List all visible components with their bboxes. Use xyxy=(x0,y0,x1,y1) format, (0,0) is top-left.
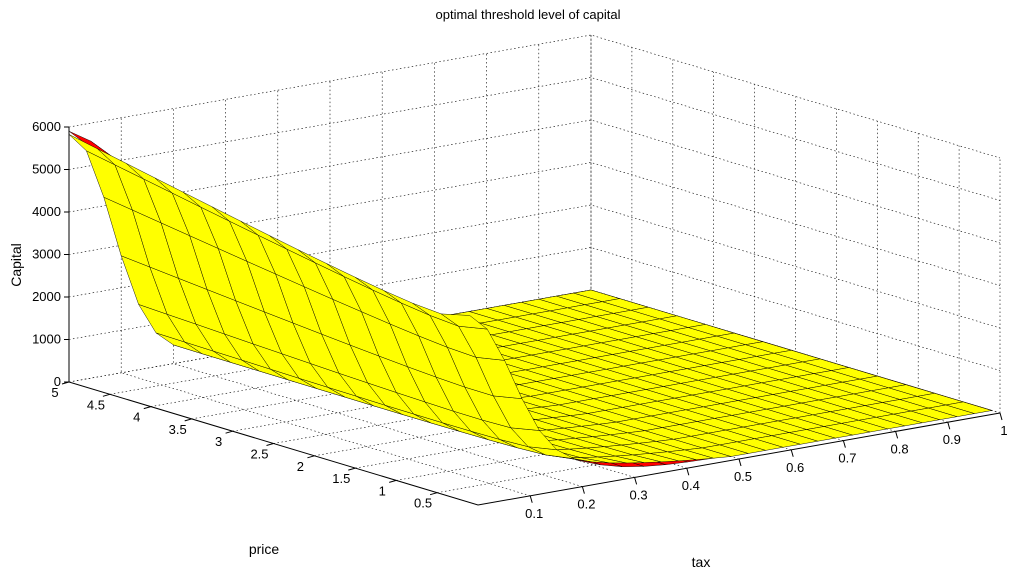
x-tick xyxy=(529,495,533,503)
x-tick xyxy=(686,468,690,476)
x-tick-label: 0.8 xyxy=(891,441,909,456)
x-tick xyxy=(738,458,742,467)
grid-line xyxy=(434,62,844,441)
z-tick-label: 0 xyxy=(54,374,61,389)
y-tick-label: 0.5 xyxy=(414,496,432,511)
x-tick xyxy=(999,412,1003,421)
grid-line xyxy=(538,44,948,423)
x-tick xyxy=(790,449,794,457)
y-axis-label: price xyxy=(249,541,280,557)
z-tick-label: 4000 xyxy=(32,204,61,219)
grid-line xyxy=(277,90,687,469)
x-tick xyxy=(581,486,585,494)
y-tick-label: 4 xyxy=(133,410,140,425)
grid-line xyxy=(68,77,1001,201)
x-tick-label: 0.6 xyxy=(786,460,804,475)
y-tick xyxy=(225,430,233,434)
y-tick-label: 2.5 xyxy=(250,447,268,462)
grid-line xyxy=(329,81,740,460)
x-tick xyxy=(895,431,899,439)
y-tick-label: 2 xyxy=(297,459,304,474)
chart-title: optimal threshold level of capital xyxy=(436,7,621,22)
x-tick xyxy=(947,422,951,430)
x-axis-label: tax xyxy=(692,554,711,570)
grid-line xyxy=(486,53,896,432)
x-tick-label: 0.7 xyxy=(838,451,856,466)
x-tick-label: 0.4 xyxy=(682,478,700,493)
y-tick xyxy=(266,443,274,446)
x-tick-label: 0.9 xyxy=(943,432,961,447)
z-tick-label: 3000 xyxy=(32,247,61,262)
y-tick xyxy=(307,455,315,459)
x-tick-label: 0.1 xyxy=(525,506,543,521)
y-tick-label: 4.5 xyxy=(87,397,105,412)
grid-line xyxy=(68,119,1001,244)
y-tick xyxy=(61,381,70,385)
x-tick xyxy=(842,440,846,448)
z-axis-label: Capital xyxy=(8,243,24,287)
y-tick xyxy=(348,467,356,471)
grid-line xyxy=(68,34,1001,159)
y-tick xyxy=(102,393,111,397)
y-tick-label: 1 xyxy=(379,483,386,498)
y-tick xyxy=(389,479,397,483)
y-tick xyxy=(429,492,438,496)
z-tick-label: 1000 xyxy=(32,332,61,347)
z-tick-label: 5000 xyxy=(32,162,61,177)
x-tick-label: 0.2 xyxy=(577,497,595,512)
surface-cell-yellow xyxy=(440,313,488,330)
z-tick-label: 6000 xyxy=(32,119,61,134)
surface-plot xyxy=(68,130,992,467)
y-tick-label: 1.5 xyxy=(332,471,350,486)
x-tick-label: 1 xyxy=(1000,423,1007,438)
y-tick xyxy=(184,418,192,422)
grid-line xyxy=(381,71,792,451)
z-tick-label: 2000 xyxy=(32,289,61,304)
x-tick-label: 0.3 xyxy=(630,487,648,502)
grid-line xyxy=(225,99,635,478)
y-tick-label: 5 xyxy=(51,385,58,400)
x-tick xyxy=(634,477,638,485)
x-tick-label: 0.5 xyxy=(734,469,752,484)
y-tick-label: 3 xyxy=(215,434,222,449)
tick-labels: 0 1000 2000 3000 4000 5000 6000 0.5 1 1.5 2 2.5 3 3.5… xyxy=(32,119,1008,521)
y-tick-label: 3.5 xyxy=(169,422,187,437)
y-tick xyxy=(143,406,151,410)
